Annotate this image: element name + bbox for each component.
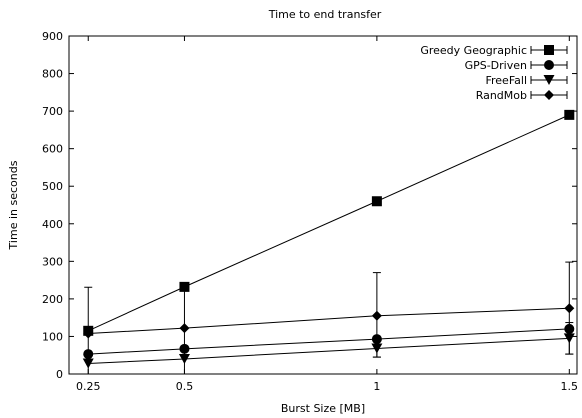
y-tick-label: 400 — [42, 218, 63, 231]
plot-area-frame — [68, 35, 578, 375]
y-tick-label: 900 — [42, 30, 63, 43]
legend-marker-diamond — [544, 90, 554, 100]
series-randmob — [83, 261, 575, 375]
y-tick-label: 500 — [42, 180, 63, 193]
legend-label: FreeFall — [485, 74, 527, 87]
axis-ticks: 0 100 200 300 400 500 600 700 800 900 0.25 0.5 1 1.5 — [42, 30, 578, 393]
y-tick-label: 200 — [42, 293, 63, 306]
legend-label: RandMob — [476, 89, 527, 102]
y-tick-label: 0 — [56, 368, 63, 381]
series-greedy-geographic — [83, 109, 575, 336]
legend: Greedy Geographic GPS-Driven FreeFall RandM… — [420, 44, 568, 102]
x-tick-label: 0.5 — [176, 380, 194, 393]
y-axis-label: Time in seconds — [7, 160, 20, 250]
legend-marker-triangle-down — [543, 75, 555, 85]
series-line — [88, 114, 570, 332]
y-tick-label: 300 — [42, 255, 63, 268]
x-axis-label: Burst Size [MB] — [281, 402, 365, 415]
x-tick-label: 1 — [373, 380, 380, 393]
legend-marker-square — [544, 45, 554, 55]
y-tick-label: 700 — [42, 105, 63, 118]
series-line — [88, 328, 570, 355]
legend-marker-circle — [544, 60, 554, 70]
legend-label: Greedy Geographic — [420, 44, 527, 57]
series-line — [88, 337, 570, 364]
data-point — [564, 109, 575, 120]
data-point — [83, 328, 94, 339]
y-tick-label: 600 — [42, 143, 63, 156]
data-point — [564, 303, 575, 314]
y-tick-label: 100 — [42, 330, 63, 343]
y-tick-label: 800 — [42, 68, 63, 81]
series-layer — [82, 109, 575, 375]
data-point — [371, 310, 382, 321]
legend-label: GPS-Driven — [465, 59, 527, 72]
x-tick-label: 0.25 — [76, 380, 101, 393]
data-point — [179, 323, 190, 334]
x-tick-label: 1.5 — [561, 380, 579, 393]
chart-title: Time to end transfer — [268, 8, 382, 21]
series-line — [88, 307, 570, 334]
data-point — [371, 196, 382, 207]
